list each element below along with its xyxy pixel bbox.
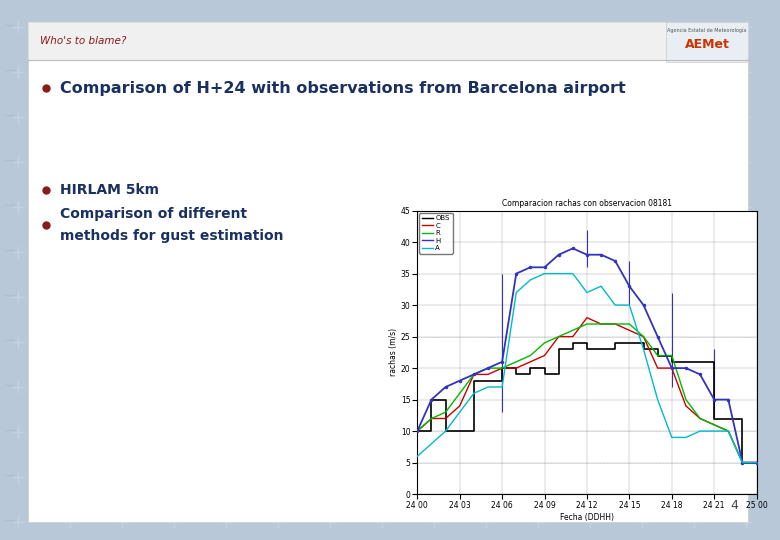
Text: 4: 4 [730, 499, 738, 512]
Title: Comparacion rachas con observacion 08181: Comparacion rachas con observacion 08181 [502, 199, 672, 208]
Y-axis label: rachas (m/s): rachas (m/s) [388, 328, 398, 376]
X-axis label: Fecha (DDHH): Fecha (DDHH) [560, 513, 614, 522]
Text: AEMet: AEMet [685, 37, 729, 51]
Bar [475, 240, 557, 270]
Text: HIRLAM 5km: HIRLAM 5km [60, 183, 159, 197]
Text: gusts: gusts [491, 246, 541, 264]
Text: Agencia Estatal de Meteorología: Agencia Estatal de Meteorología [668, 27, 746, 33]
Legend: OBS, C, R, H, A: OBS, C, R, H, A [420, 213, 452, 254]
Text: Comparison of H+24 with observations from Barcelona airport: Comparison of H+24 with observations fro… [60, 80, 626, 96]
Bar [28, 22, 666, 60]
Bar [666, 22, 748, 62]
Text: Comparison of different
methods for gust estimation: Comparison of different methods for gust… [60, 207, 283, 243]
Text: Who's to blame?: Who's to blame? [40, 36, 126, 46]
